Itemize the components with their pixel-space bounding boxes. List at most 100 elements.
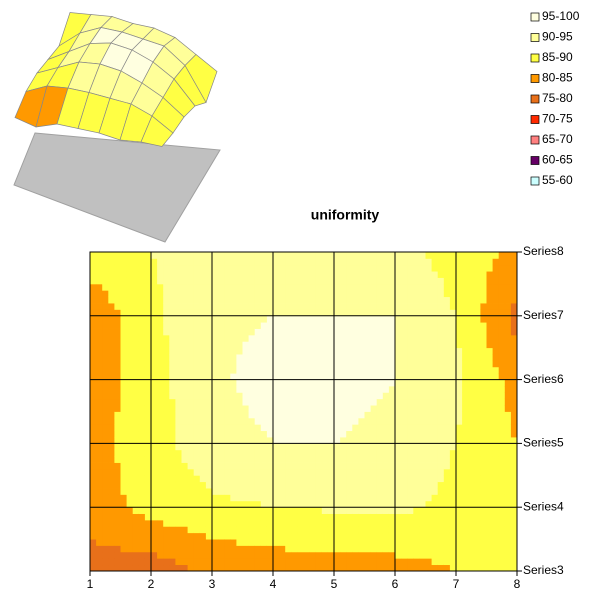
contour-cell [498, 411, 506, 419]
contour-cell [474, 334, 481, 342]
contour-cell [297, 366, 304, 374]
contour-cell [187, 539, 195, 546]
contour-cell [175, 526, 182, 534]
contour-cell [236, 417, 243, 425]
contour-cell [327, 405, 335, 412]
contour-cell [279, 303, 286, 310]
contour-cell [334, 354, 341, 361]
contour-cell [462, 526, 469, 534]
contour-cell [437, 392, 445, 400]
contour-cell [126, 373, 134, 380]
contour-cell [248, 468, 256, 476]
contour-cell [236, 411, 243, 419]
contour-cell [102, 558, 109, 566]
contour-cell [120, 417, 127, 425]
contour-cell [114, 315, 121, 323]
contour-cell [449, 507, 457, 514]
contour-cell [303, 424, 310, 432]
contour-cell [437, 283, 445, 291]
contour-cell [510, 334, 518, 342]
contour-cell [199, 328, 207, 336]
contour-cell [212, 545, 219, 553]
contour-cell [419, 558, 426, 566]
contour-cell [413, 551, 420, 559]
contour-cell [498, 315, 506, 323]
contour-cell [358, 271, 365, 278]
contour-cell [242, 551, 249, 559]
contour-cell [413, 564, 420, 572]
contour-cell [303, 456, 310, 463]
contour-cell [340, 334, 347, 342]
contour-cell [187, 392, 195, 400]
contour-cell [370, 481, 378, 489]
contour-cell [468, 328, 475, 336]
contour-cell [279, 252, 286, 259]
contour-cell [303, 315, 310, 323]
contour-cell [126, 283, 134, 291]
contour-cell [102, 411, 109, 419]
contour-cell [474, 277, 481, 285]
contour-cell [138, 296, 146, 304]
contour-cell [492, 526, 500, 534]
contour-cell [230, 392, 237, 400]
contour-cell [480, 303, 487, 310]
contour-cell [96, 519, 103, 527]
contour-cell [474, 437, 481, 444]
contour-cell [205, 405, 213, 412]
contour-cell [96, 456, 103, 463]
contour-cell [212, 539, 219, 546]
contour-cell [193, 385, 201, 393]
contour-cell [187, 500, 195, 508]
contour-cell [334, 341, 341, 349]
contour-cell [224, 539, 231, 546]
contour-cell [462, 449, 469, 457]
contour-cell [486, 328, 493, 336]
contour-cell [364, 437, 371, 444]
contour-cell [334, 475, 341, 483]
contour-cell [376, 481, 384, 489]
contour-cell [126, 513, 134, 521]
contour-cell [492, 392, 500, 400]
contour-cell [401, 500, 408, 508]
contour-cell [151, 494, 158, 502]
contour-cell [431, 271, 439, 278]
contour-cell [437, 513, 445, 521]
contour-cell [273, 258, 280, 266]
contour-cell [456, 341, 463, 349]
contour-cell [358, 456, 365, 463]
contour-cell [138, 354, 146, 361]
contour-cell [309, 290, 317, 298]
contour-cell [138, 379, 146, 387]
contour-cell [449, 258, 457, 266]
contour-cell [492, 551, 500, 559]
contour-cell [96, 488, 103, 495]
contour-cell [205, 379, 213, 387]
contour-cell [443, 347, 451, 355]
contour-cell [120, 430, 127, 438]
contour-cell [266, 277, 274, 285]
contour-cell [370, 309, 378, 317]
contour-cell [254, 296, 262, 304]
contour-cell [510, 551, 518, 559]
contour-cell [456, 379, 463, 387]
contour-cell [498, 379, 506, 387]
contour-cell [352, 475, 359, 483]
contour-cell [492, 519, 500, 527]
contour-cell [291, 449, 298, 457]
contour-cell [480, 488, 487, 495]
contour-cell [419, 519, 426, 527]
x-tick-label: 8 [514, 577, 521, 591]
contour-cell [407, 500, 414, 508]
contour-cell [504, 264, 512, 272]
contour-cell [144, 507, 152, 514]
contour-cell [443, 519, 451, 527]
contour-cell [254, 283, 262, 291]
contour-cell [431, 392, 439, 400]
contour-cell [468, 334, 475, 342]
contour-cell [437, 532, 445, 540]
contour-cell [370, 488, 378, 495]
contour-cell [321, 347, 329, 355]
contour-cell [443, 443, 451, 451]
contour-cell [352, 456, 359, 463]
contour-cell [474, 405, 481, 412]
